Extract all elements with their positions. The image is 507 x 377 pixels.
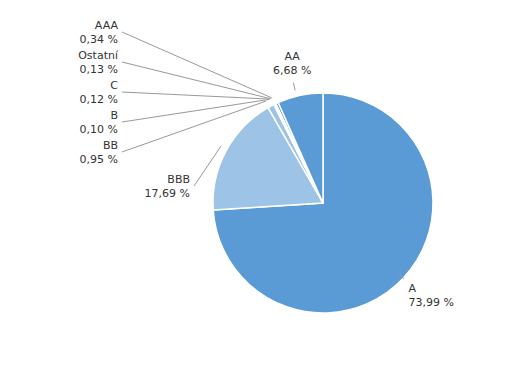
svg-text:BB0,95 %: BB0,95 % xyxy=(80,139,118,166)
svg-text:AAA0,34 %: AAA0,34 % xyxy=(80,19,119,46)
svg-text:BBB17,69 %: BBB17,69 % xyxy=(145,173,190,200)
svg-text:B0,10 %: B0,10 % xyxy=(80,109,118,136)
svg-text:Ostatní0,13 %: Ostatní0,13 % xyxy=(78,49,119,76)
svg-text:AA6,68 %: AA6,68 % xyxy=(273,50,311,77)
svg-text:A73,99 %: A73,99 % xyxy=(408,282,453,309)
svg-text:C0,12 %: C0,12 % xyxy=(80,79,119,106)
